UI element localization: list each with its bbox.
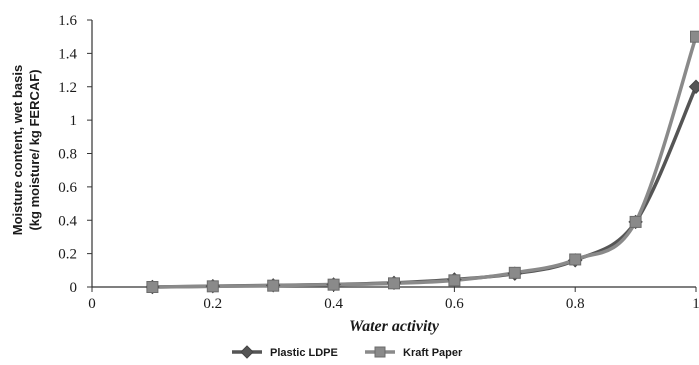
series-line: [152, 37, 696, 287]
series-layer: [146, 31, 699, 293]
data-point: [207, 281, 218, 292]
x-axis-label: Water activity: [349, 318, 440, 335]
y-axis-label-line-1: Moisture content, wet basis: [10, 65, 25, 235]
series-1: [152, 87, 696, 287]
data-point: [449, 275, 460, 286]
legend-marker: [241, 346, 253, 358]
ticks: 0 0.2 0.4 0.6 0.8 1 0 0.2 0.4 0.6 0.8 1 1.2 1.4 1.6: [58, 13, 699, 312]
x-tick-label: 0: [88, 296, 96, 312]
data-point: [328, 279, 339, 290]
data-point: [690, 80, 699, 93]
x-tick-label: 0.2: [203, 296, 222, 312]
legend-item: Plastic LDPE: [232, 346, 338, 359]
y-tick-label: 1.4: [58, 46, 77, 62]
y-tick-label: 0.2: [58, 247, 77, 263]
data-point: [389, 278, 400, 289]
y-tick-label: 0.8: [58, 147, 77, 163]
y-tick-label: 0.6: [58, 180, 77, 196]
x-tick-label: 0.4: [324, 296, 343, 312]
legend-label: Kraft Paper: [403, 347, 463, 359]
legend: Plastic LDPE Kraft Paper: [232, 346, 463, 359]
data-point: [268, 280, 279, 291]
data-point: [147, 282, 158, 293]
legend-marker: [375, 347, 385, 357]
y-axis-label-line-2: (kg moisture/ kg FERCAF): [27, 69, 42, 230]
data-point: [509, 267, 520, 278]
y-tick-label: 0.4: [58, 213, 77, 229]
series-2-points: [147, 31, 699, 292]
y-tick-label: 1.6: [58, 13, 77, 29]
y-tick-label: 1.2: [58, 80, 77, 96]
series-line: [152, 87, 696, 287]
legend-label: Plastic LDPE: [270, 347, 338, 359]
y-tick-label: 0: [70, 280, 78, 296]
x-tick-label: 0.6: [445, 296, 464, 312]
x-tick-label: 0.8: [566, 296, 585, 312]
data-point: [570, 254, 581, 265]
y-axis-label: Moisture content, wet basis (kg moisture…: [10, 65, 42, 235]
series-1-points: [146, 80, 699, 293]
series-2: [152, 37, 696, 287]
legend-item: Kraft Paper: [365, 347, 463, 359]
y-tick-label: 1: [70, 113, 78, 129]
data-point: [691, 31, 699, 42]
data-point: [630, 216, 641, 227]
x-tick-label: 1: [692, 296, 699, 312]
